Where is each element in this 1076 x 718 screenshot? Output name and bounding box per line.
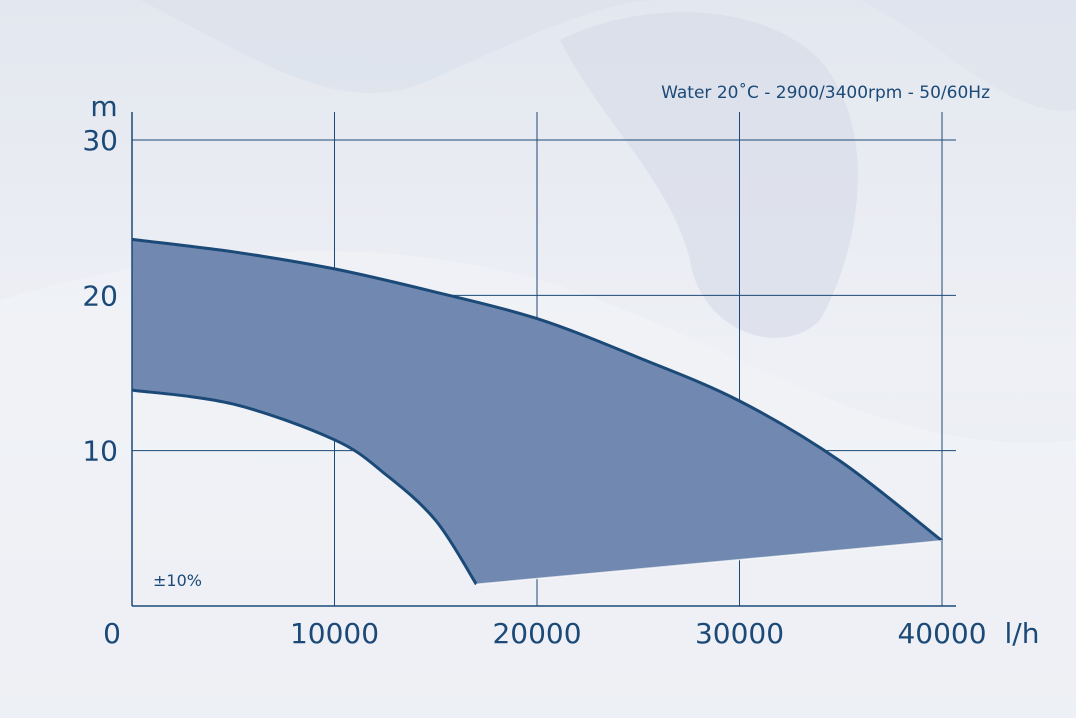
chart-title: Water 20˚C - 2900/3400rpm - 50/60Hz bbox=[661, 82, 990, 103]
x-tick-label: 20000 bbox=[492, 617, 581, 650]
upper-curve-line bbox=[131, 237, 943, 542]
x-axis-unit-label: l/h bbox=[1005, 617, 1040, 650]
x-tick-label: 40000 bbox=[897, 617, 986, 650]
x-tick-label: 30000 bbox=[695, 617, 784, 650]
tick-labels: 0 10000 20000 30000 40000 10 20 30 bbox=[82, 124, 986, 650]
performance-band bbox=[131, 237, 943, 586]
axes bbox=[131, 112, 956, 607]
base-edge-line bbox=[476, 540, 943, 586]
y-axis-unit-label: m bbox=[90, 90, 117, 123]
tolerance-annotation: ±10% bbox=[153, 571, 202, 590]
x-tick-label: 10000 bbox=[290, 617, 379, 650]
performance-band-fill bbox=[132, 239, 942, 585]
y-tick-label: 10 bbox=[82, 435, 118, 468]
y-tick-label: 20 bbox=[82, 279, 118, 312]
y-tick-label: 30 bbox=[82, 124, 118, 157]
x-tick-label: 0 bbox=[103, 617, 121, 650]
lower-curve-line bbox=[131, 388, 478, 586]
